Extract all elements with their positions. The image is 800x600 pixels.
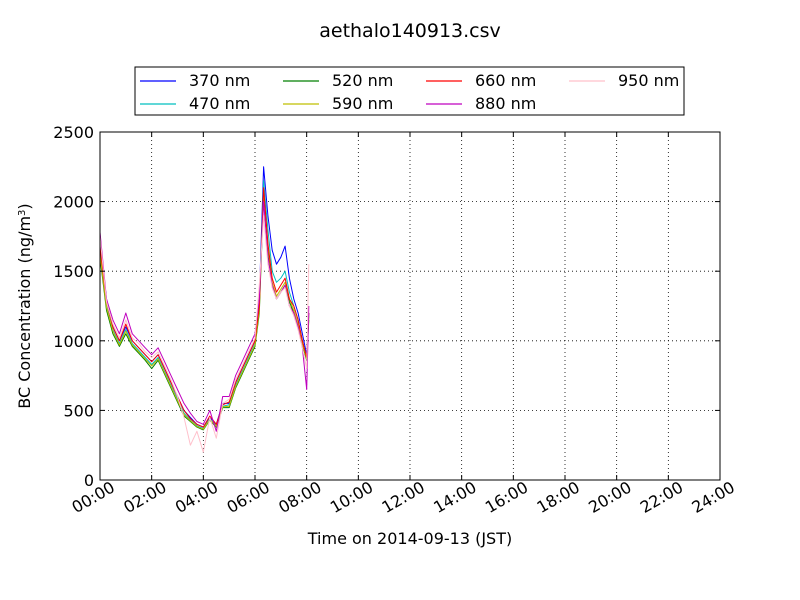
x-tick-label: 20:00 xyxy=(585,477,634,517)
y-tick-label: 2000 xyxy=(53,193,94,212)
y-tick-label: 1000 xyxy=(53,332,94,351)
series-lines xyxy=(99,166,310,453)
series-line-520-nm xyxy=(99,194,310,431)
y-axis-label-main: BC Concentration (ng/m xyxy=(15,216,34,409)
legend-label: 660 nm xyxy=(475,71,536,90)
x-tick-label: 16:00 xyxy=(482,477,531,517)
legend: 370 nm 470 nm 520 nm 590 nm 660 nm 880 nm 950 … xyxy=(134,66,685,116)
series-line-950-nm xyxy=(99,215,310,453)
series-line-590-nm xyxy=(99,190,310,430)
y-tick-label: 1500 xyxy=(53,262,94,281)
y-tick-label: 500 xyxy=(63,401,94,420)
x-tick-label: 04:00 xyxy=(172,477,221,517)
legend-label: 950 nm xyxy=(618,71,679,90)
legend-label: 470 nm xyxy=(189,94,250,113)
series-line-470-nm xyxy=(99,180,310,429)
legend-box xyxy=(134,66,685,116)
legend-label: 370 nm xyxy=(189,71,250,90)
x-tick-label: 14:00 xyxy=(430,477,479,517)
series-line-660-nm xyxy=(99,187,310,428)
y-axis-label-sup: 3 xyxy=(17,210,28,216)
y-tick-label: 2500 xyxy=(53,123,94,142)
axis-ticks: 00:00 02:00 04:00 06:00 08:00 10:00 12:00 14:00… xyxy=(53,123,738,517)
legend-label: 590 nm xyxy=(332,94,393,113)
legend-label: 880 nm xyxy=(475,94,536,113)
x-tick-label: 24:00 xyxy=(689,477,738,517)
x-tick-label: 06:00 xyxy=(224,477,273,517)
series-line-880-nm xyxy=(99,201,310,432)
legend-label: 520 nm xyxy=(332,71,393,90)
grid xyxy=(100,132,720,480)
x-axis-label: Time on 2014-09-13 (JST) xyxy=(307,529,512,548)
chart-title: aethalo140913.csv xyxy=(319,20,501,42)
y-axis-label: BC Concentration (ng/m3) xyxy=(15,203,34,408)
x-tick-label: 02:00 xyxy=(120,477,169,517)
x-tick-label: 10:00 xyxy=(327,477,376,517)
x-tick-label: 08:00 xyxy=(275,477,324,517)
x-tick-label: 18:00 xyxy=(534,477,583,517)
y-axis-label-end: ) xyxy=(15,203,34,209)
y-tick-label: 0 xyxy=(84,471,94,490)
x-tick-label: 22:00 xyxy=(637,477,686,517)
x-tick-label: 12:00 xyxy=(379,477,428,517)
